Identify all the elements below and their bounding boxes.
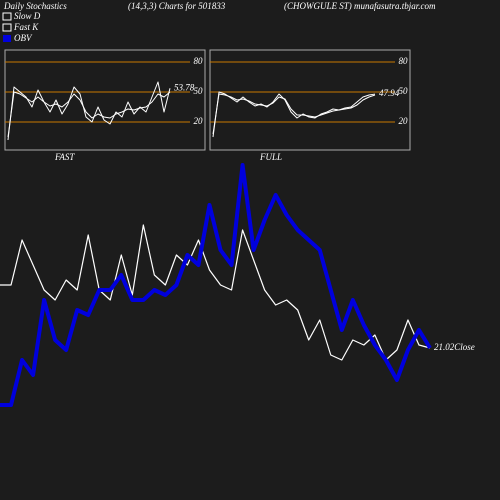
y-tick-label: 20 bbox=[194, 116, 204, 126]
legend-label: Fast K bbox=[13, 22, 39, 32]
y-tick-label: 80 bbox=[194, 56, 204, 66]
y-tick-label: 80 bbox=[399, 56, 409, 66]
legend-swatch bbox=[2, 12, 12, 21]
y-tick-label: 50 bbox=[194, 86, 204, 96]
panel-title: FULL bbox=[259, 152, 282, 162]
series-line bbox=[7, 81, 171, 141]
series-line bbox=[212, 91, 376, 138]
value-label: 53.78 bbox=[174, 82, 195, 92]
value-label: 21.02 bbox=[434, 342, 455, 352]
value-label: 47.94 bbox=[379, 88, 400, 98]
y-tick-label: 50 bbox=[399, 86, 409, 96]
legend-swatch bbox=[3, 35, 11, 42]
y-tick-label: 20 bbox=[399, 116, 409, 126]
series-line bbox=[0, 224, 431, 361]
header-right: (CHOWGULE ST) munafasutra.tbjar.com bbox=[284, 1, 436, 11]
series-line bbox=[212, 93, 376, 135]
series-line bbox=[7, 91, 171, 138]
legend-label: OBV bbox=[14, 33, 33, 43]
legend-swatch bbox=[2, 23, 12, 32]
header-left: Daily Stochastics bbox=[3, 1, 67, 11]
series-label: Close bbox=[454, 342, 475, 352]
series-line bbox=[0, 163, 432, 407]
panel-frame bbox=[4, 49, 206, 151]
panel-title: FAST bbox=[54, 152, 75, 162]
panel-frame bbox=[209, 49, 411, 151]
chart-title: (14,3,3) Charts for 501833 bbox=[128, 1, 226, 11]
legend-label: Slow D bbox=[14, 11, 41, 21]
